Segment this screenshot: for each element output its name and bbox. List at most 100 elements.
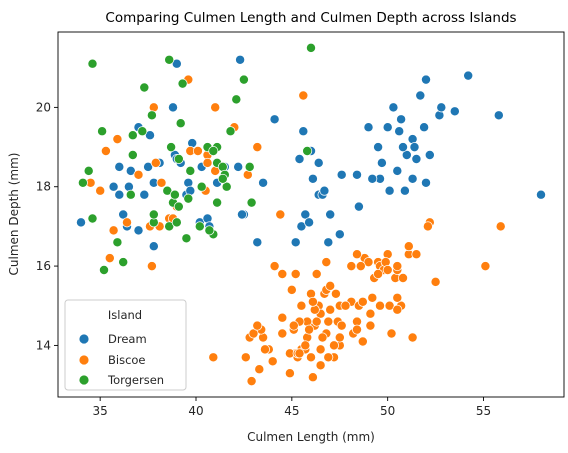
data-point-torgersen [181, 233, 192, 244]
data-point-dream [252, 237, 263, 248]
data-point-biscoe [365, 320, 376, 331]
data-point-torgersen [87, 58, 98, 69]
data-point-dream [396, 114, 407, 125]
data-point-biscoe [254, 364, 265, 375]
data-point-torgersen [204, 225, 215, 236]
data-point-dream [424, 150, 435, 160]
data-point-dream [373, 142, 384, 153]
data-point-biscoe [210, 102, 221, 113]
data-point-biscoe [133, 169, 144, 180]
data-point-biscoe [340, 300, 351, 311]
data-point-biscoe [108, 225, 119, 236]
plot-area [76, 42, 546, 387]
data-point-biscoe [202, 157, 213, 168]
data-point-biscoe [392, 304, 403, 315]
plot-frame [57, 31, 565, 398]
data-point-dream [449, 106, 460, 117]
data-point-biscoe [122, 217, 132, 228]
data-point-torgersen [164, 221, 175, 232]
x-tick-label: 40 [188, 404, 203, 418]
data-point-biscoe [315, 344, 326, 355]
data-point-biscoe [352, 249, 362, 260]
data-point-dream [133, 225, 144, 236]
legend-label-biscoe: Biscoe [108, 353, 146, 367]
data-point-torgersen [238, 74, 249, 85]
data-point-biscoe [192, 146, 203, 156]
data-point-dream [384, 185, 395, 196]
data-point-biscoe [304, 324, 315, 335]
data-point-torgersen [97, 126, 108, 137]
data-point-biscoe [100, 146, 111, 156]
data-point-dream [382, 122, 393, 133]
data-point-biscoe [248, 328, 259, 339]
data-point-dream [294, 154, 305, 164]
y-axis: 14 16 18 20 [36, 100, 58, 352]
data-point-biscoe [398, 273, 408, 283]
data-point-biscoe [355, 261, 366, 272]
data-point-biscoe [357, 296, 368, 307]
data-point-dream [376, 157, 387, 168]
data-point-torgersen [166, 142, 177, 153]
data-point-torgersen [208, 146, 219, 156]
data-point-dream [76, 217, 86, 228]
data-point-dream [367, 173, 378, 184]
x-tick-label: 50 [380, 404, 395, 418]
x-axis: 35 40 45 50 55 [93, 397, 491, 418]
data-point-dream [125, 165, 136, 176]
data-point-torgersen [217, 173, 228, 184]
data-point-dream [118, 209, 129, 220]
data-point-biscoe [375, 300, 385, 311]
data-point-dream [388, 102, 399, 113]
data-point-biscoe [323, 352, 334, 363]
data-point-dream [334, 229, 345, 240]
data-point-biscoe [112, 134, 123, 145]
data-point-biscoe [321, 257, 332, 268]
data-point-biscoe [367, 292, 378, 303]
data-point-biscoe [252, 320, 263, 331]
data-point-biscoe [286, 284, 297, 295]
data-point-dream [290, 237, 301, 248]
data-point-dream [300, 209, 311, 220]
data-point-dream [436, 102, 447, 113]
data-point-torgersen [83, 165, 94, 176]
data-point-torgersen [196, 181, 207, 192]
data-point-dream [363, 122, 374, 133]
data-point-biscoe [260, 344, 270, 355]
data-point-torgersen [127, 150, 138, 160]
data-point-biscoe [325, 280, 336, 291]
data-point-dream [394, 126, 405, 137]
data-point-dream [409, 142, 420, 153]
data-point-torgersen [306, 42, 316, 53]
data-point-torgersen [127, 130, 138, 141]
data-point-dream [421, 177, 431, 188]
data-point-dream [399, 185, 410, 196]
legend-label-torgersen: Torgersen [107, 373, 164, 387]
data-point-dream [114, 189, 125, 200]
data-point-torgersen [173, 154, 184, 164]
data-point-torgersen [139, 82, 150, 93]
legend-label-dream: Dream [108, 332, 147, 346]
chart-title: Comparing Culmen Length and Culmen Depth… [105, 10, 516, 26]
data-point-dream [235, 54, 246, 65]
data-point-biscoe [284, 368, 295, 379]
data-point-torgersen [175, 118, 186, 129]
data-point-biscoe [307, 296, 318, 307]
data-point-dream [463, 70, 474, 81]
data-point-dream [352, 169, 362, 180]
data-point-torgersen [169, 189, 180, 200]
data-point-dream [419, 122, 430, 133]
y-tick-label: 18 [36, 180, 51, 194]
data-point-dream [233, 161, 244, 172]
data-point-dream [148, 241, 159, 252]
data-point-dream [319, 185, 330, 196]
data-point-biscoe [288, 320, 299, 331]
data-point-biscoe [246, 376, 257, 387]
data-point-torgersen [177, 78, 188, 89]
x-axis-label: Culmen Length (mm) [247, 430, 375, 444]
data-point-biscoe [373, 269, 384, 279]
data-point-torgersen [99, 265, 109, 275]
data-point-biscoe [298, 90, 309, 101]
data-point-biscoe [277, 269, 288, 279]
x-tick-label: 55 [476, 404, 491, 418]
data-point-biscoe [275, 209, 286, 220]
